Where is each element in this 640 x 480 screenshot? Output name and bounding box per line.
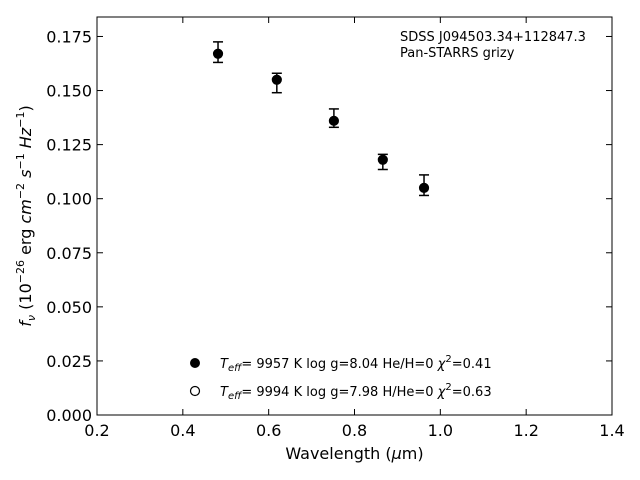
y-axis-label: fν (10−26 erg cm−2 s−1 Hz−1) — [14, 105, 38, 326]
annotation-object-name: SDSS J094503.34+112847.3 — [400, 30, 586, 45]
data-points — [212, 41, 430, 197]
legend-text-2: Teff= 9994 K log g=7.98 H/He=0 χ2=0.63 — [220, 382, 492, 402]
legend-marker-open — [189, 385, 201, 397]
y-axis-ticks: 0.000 0.025 0.050 0.075 0.100 0.125 0.150 0.175 — [46, 27, 612, 425]
plot-frame — [96, 16, 613, 416]
annotation-survey: Pan-STARRS grizy — [400, 46, 515, 61]
plot-area — [96, 16, 613, 416]
legend-marker-filled — [190, 358, 200, 368]
legend-entry-1: Teff= 9957 K log g=8.04 He/H=0 χ2=0.41 — [190, 354, 492, 374]
legend: Teff= 9957 K log g=8.04 He/H=0 χ2=0.41 T… — [189, 354, 492, 402]
x-tick-label: 0.4 — [170, 421, 195, 440]
x-tick-label: 1.0 — [428, 421, 453, 440]
legend-text-1: Teff= 9957 K log g=8.04 He/H=0 χ2=0.41 — [220, 354, 492, 374]
legend-entry-2: Teff= 9994 K log g=7.98 H/He=0 χ2=0.63 — [189, 382, 492, 402]
data-point — [418, 182, 430, 193]
data-point — [328, 115, 339, 126]
x-tick-label: 1.4 — [599, 421, 624, 440]
x-tick-label: 0.6 — [256, 421, 281, 440]
x-tick-label: 0.2 — [84, 421, 109, 440]
y-tick-label: 0.125 — [46, 136, 92, 155]
data-point — [377, 154, 388, 165]
y-tick-label: 0.025 — [46, 352, 92, 371]
y-tick-label: 0.000 — [46, 406, 92, 425]
y-tick-label: 0.100 — [46, 190, 92, 209]
y-tick-label: 0.150 — [46, 82, 92, 101]
x-tick-label: 1.2 — [513, 421, 538, 440]
data-point — [212, 48, 224, 59]
y-tick-label: 0.075 — [46, 244, 92, 263]
x-axis-ticks: 0.2 0.4 0.6 0.8 1.0 1.2 1.4 — [84, 17, 625, 440]
y-tick-label: 0.175 — [46, 27, 92, 46]
x-axis-label: Wavelength (μm) — [285, 444, 423, 463]
x-tick-label: 0.8 — [342, 421, 367, 440]
y-tick-label: 0.050 — [46, 298, 92, 317]
data-point — [271, 74, 282, 85]
